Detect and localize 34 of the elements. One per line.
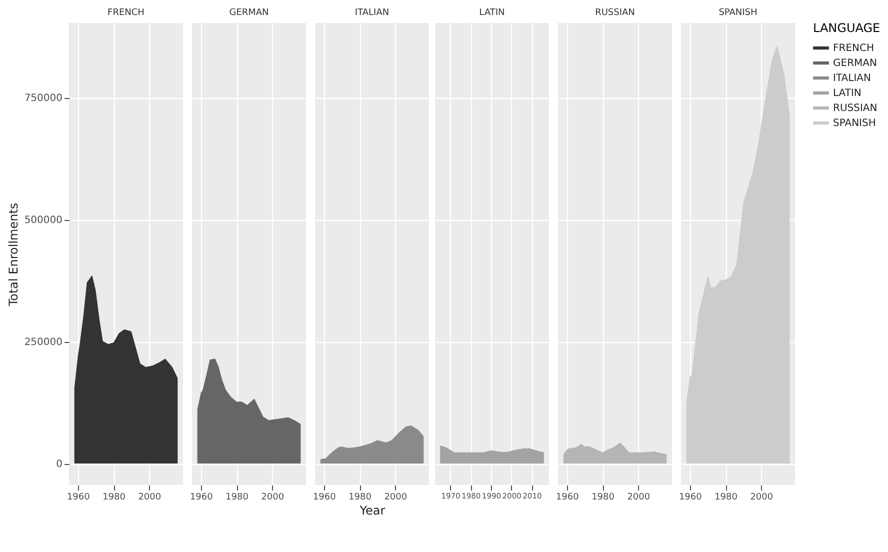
x-tick-label: 1980 (592, 492, 615, 502)
x-tick-label: 1960 (66, 492, 90, 502)
legend-title: LANGUAGE (813, 21, 880, 35)
x-tick-label: 1960 (190, 492, 214, 502)
x-tick-label: 2000 (750, 492, 774, 502)
chart-title: LATIN (479, 8, 505, 18)
y-tick-label: 250000 (24, 337, 62, 348)
x-tick-label: 2000 (138, 492, 162, 502)
x-tick-label: 2000 (384, 492, 408, 502)
y-tick-label: 500000 (24, 215, 62, 226)
chart-title: FRENCH (108, 8, 144, 18)
x-tick-label: 1980 (102, 492, 126, 502)
chart-title: GERMAN (229, 8, 269, 18)
x-tick-label: 1980 (348, 492, 372, 502)
legend-label: LATIN (833, 88, 862, 99)
legend-label: FRENCH (833, 43, 874, 54)
chart-title: RUSSIAN (595, 8, 635, 18)
x-tick-label: 2000 (627, 492, 650, 502)
x-tick-label: 1980 (714, 492, 738, 502)
y-tick-label: 750000 (24, 93, 62, 104)
legend-label: RUSSIAN (833, 103, 878, 114)
x-tick-label: 1980 (226, 492, 249, 502)
y-tick-label: 0 (56, 459, 62, 470)
legend-label: GERMAN (833, 58, 877, 69)
x-tick-label: 1960 (678, 492, 702, 502)
legend-label: SPANISH (833, 118, 876, 129)
x-tick-label: 2000 (261, 492, 284, 502)
x-tick-label: 1960 (312, 492, 336, 502)
chart-title: SPANISH (718, 8, 758, 18)
x-tick-label: 1960 (556, 492, 580, 502)
y-axis-title: Total Enrollments (6, 202, 20, 308)
legend-label: ITALIAN (833, 73, 871, 84)
x-axis-title: Year (358, 504, 386, 518)
chart-title: ITALIAN (354, 8, 390, 18)
